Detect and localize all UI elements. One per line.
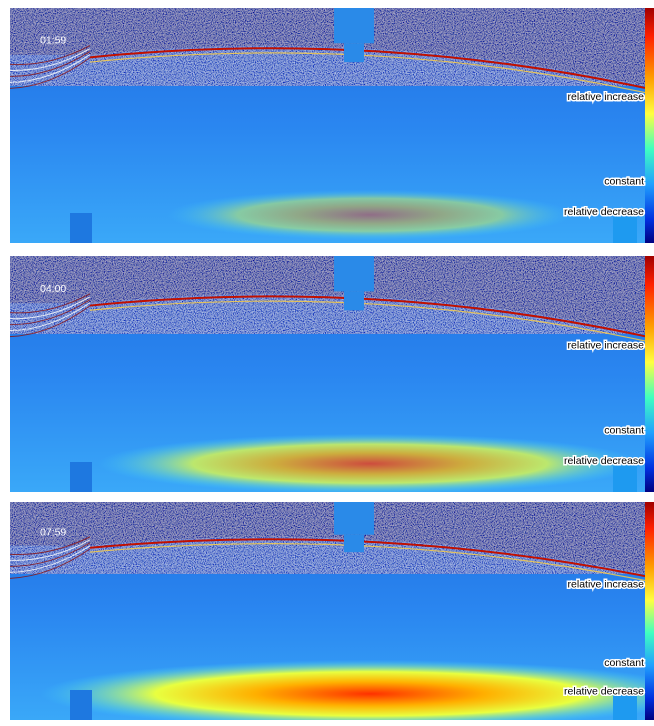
colorbar-label: relative decrease (564, 206, 644, 218)
panel-image (10, 8, 645, 243)
timestamp: 04:00 (40, 283, 66, 295)
left-lines (10, 542, 91, 567)
left-lines (10, 48, 91, 71)
injector (334, 8, 374, 44)
speckle (10, 8, 645, 86)
left-lines (10, 536, 91, 556)
timestamp: 01:59 (40, 35, 66, 47)
anomaly (166, 189, 574, 240)
injector (334, 256, 374, 292)
panel-image (10, 502, 645, 720)
colorbar-label: relative increase (568, 91, 645, 103)
colorbar-label: relative decrease (564, 206, 644, 218)
interface-glow (89, 300, 645, 342)
interface (89, 538, 645, 578)
interface-glow (89, 543, 645, 582)
corner-block (613, 217, 637, 243)
colorbar-label: constant (604, 176, 644, 188)
colorbar-label: constant (604, 176, 644, 188)
interface (89, 295, 645, 338)
colorbar-label: relative increase (568, 579, 645, 591)
injector (334, 502, 374, 535)
left-lines (10, 545, 91, 573)
left-lines (10, 296, 91, 320)
corner-block (70, 462, 92, 492)
colorbar-label: constant (604, 657, 644, 669)
speckle (10, 256, 645, 334)
left-lines (10, 57, 91, 89)
colorbar-label: relative decrease (564, 685, 644, 697)
timestamp: 07:59 (40, 526, 66, 538)
colorbar-label: relative increase (568, 91, 645, 103)
left-lines (10, 539, 91, 561)
colorbar-label: relative decrease (564, 455, 644, 467)
left-lines (10, 548, 91, 579)
corner-block (613, 466, 637, 492)
colorbar-label: relative decrease (564, 455, 644, 467)
colorbar-label: constant (604, 657, 644, 669)
left-lines (10, 45, 91, 66)
panel-image (10, 256, 645, 492)
injector-tip (344, 291, 364, 311)
anomaly (40, 659, 645, 720)
speckle (10, 502, 645, 574)
interface (89, 47, 645, 89)
left-lines (10, 305, 91, 338)
corner-block (613, 694, 637, 720)
injector-tip (344, 534, 364, 553)
left-lines (10, 299, 91, 326)
left-lines (10, 51, 91, 77)
colorbar (645, 256, 654, 492)
colorbar-label: relative increase (568, 579, 645, 591)
injector-tip (344, 43, 364, 63)
left-lines (10, 302, 91, 332)
left-lines (10, 54, 91, 83)
colorbar-label: constant (604, 424, 644, 436)
interface-glow (89, 52, 645, 94)
corner-block (70, 213, 92, 243)
colorbar-label: relative increase (568, 339, 645, 351)
colorbar (645, 502, 654, 720)
colorbar-label: constant (604, 424, 644, 436)
left-lines (10, 293, 91, 314)
anomaly (97, 433, 643, 492)
colorbar (645, 8, 654, 243)
corner-block (70, 690, 92, 720)
colorbar-label: relative decrease (564, 685, 644, 697)
colorbar-label: relative increase (568, 339, 645, 351)
